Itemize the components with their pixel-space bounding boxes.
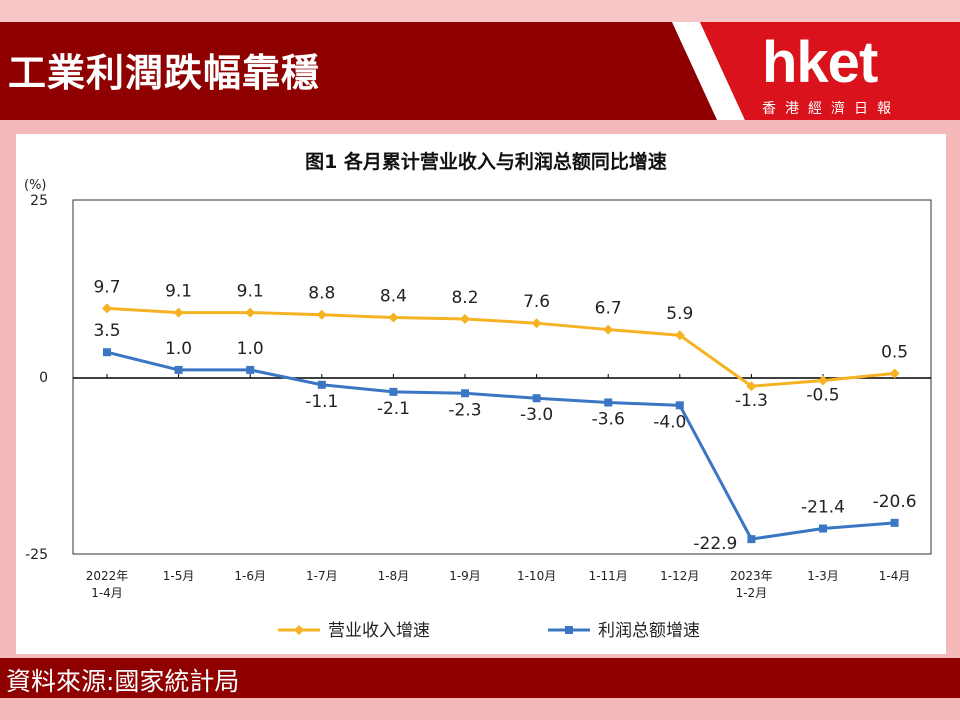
x-tick-label: 1-6月: [234, 569, 266, 583]
profit-point: [890, 518, 899, 527]
series-line-profit: [106, 350, 895, 541]
data-label: 9.1: [237, 282, 264, 302]
data-label: -0.5: [806, 386, 839, 406]
y-unit-label: (%): [24, 178, 47, 193]
data-label: -2.3: [448, 400, 481, 420]
y-tick-label: -25: [25, 547, 48, 563]
data-label: 1.0: [237, 339, 264, 359]
x-tick-label: 1-11月: [589, 569, 628, 583]
legend-marker: [294, 625, 304, 635]
data-label: -22.9: [693, 534, 737, 554]
revenue-point: [388, 312, 399, 323]
data-label: 8.8: [308, 284, 335, 304]
chart-svg: 图1 各月累计营业收入与利润总额同比增速 (%) 25 0 -25 2022年 1-4…: [24, 150, 932, 641]
data-label: -1.3: [735, 391, 768, 411]
x-tick-label: 1-10月: [517, 569, 556, 583]
data-label: -4.0: [653, 412, 686, 432]
revenue-point: [316, 309, 327, 320]
profit-point: [747, 535, 756, 544]
plot-frame: [72, 199, 932, 555]
profit-point: [317, 380, 326, 389]
page-title: 工業利潤跌幅靠穩: [8, 51, 321, 95]
data-label: 1.0: [165, 339, 192, 359]
profit-point: [675, 401, 684, 410]
chart-title: 图1 各月累计营业收入与利润总额同比增速: [305, 150, 667, 173]
data-label: -3.0: [520, 405, 553, 425]
profit-point: [389, 387, 398, 396]
chart-panel: 图1 各月累计营业收入与利润总额同比增速 (%) 25 0 -25 2022年 1-4…: [16, 134, 946, 654]
data-label: 7.6: [523, 292, 550, 312]
revenue-point: [173, 307, 184, 318]
revenue-point: [818, 375, 828, 386]
data-label: 5.9: [666, 304, 693, 324]
y-tick-label: 0: [39, 370, 48, 386]
legend-marker: [565, 626, 573, 634]
data-label: 3.5: [93, 321, 120, 341]
revenue-point: [531, 318, 542, 329]
hket-logo: hket: [762, 30, 878, 95]
profit-point: [819, 524, 827, 533]
x-tick-label: 1-7月: [306, 569, 338, 583]
profit-point: [174, 365, 183, 374]
data-label: -1.1: [305, 392, 338, 412]
revenue-point: [746, 381, 757, 392]
data-label: 6.7: [595, 299, 622, 319]
x-tick-label: 1-5月: [163, 569, 195, 583]
legend-label: 利润总额增速: [598, 621, 700, 641]
x-tick-label: 1-12月: [660, 569, 699, 583]
x-tick-label: 1-9月: [449, 569, 481, 583]
x-tick-label: 1-8月: [378, 569, 410, 583]
revenue-point: [674, 330, 685, 341]
profit-point: [103, 348, 111, 357]
series-line-revenue: [106, 306, 895, 388]
data-label: 8.4: [380, 287, 407, 307]
x-tick-label: 1-4月: [879, 569, 911, 583]
separator: [0, 120, 960, 130]
data-label: -3.6: [592, 409, 625, 429]
data-label: -21.4: [801, 498, 845, 518]
profit-point: [246, 365, 255, 374]
data-label: 0.5: [881, 342, 908, 362]
data-label: 9.1: [165, 282, 192, 302]
legend-label: 营业收入增速: [328, 621, 430, 641]
header-bar: 工業利潤跌幅靠穩 hket 香港經濟日報: [0, 22, 960, 120]
revenue-point: [245, 307, 256, 318]
profit-point: [532, 394, 541, 403]
data-label: 8.2: [451, 288, 478, 308]
profit-point: [604, 398, 613, 407]
footer-bar: 資料來源:國家統計局: [0, 658, 960, 698]
x-tick-label: 1-3月: [807, 569, 839, 583]
data-label: -2.1: [377, 399, 410, 419]
source-note: 資料來源:國家統計局: [6, 667, 240, 696]
revenue-point: [102, 303, 112, 314]
revenue-point: [603, 324, 614, 335]
x-tick-label: 1-4月: [91, 586, 123, 600]
revenue-point: [889, 368, 900, 379]
x-tick-label: 2022年: [86, 569, 129, 583]
revenue-point: [460, 313, 470, 324]
logo-subtitle: 香港經濟日報: [762, 101, 900, 117]
x-tick-label: 1-2月: [736, 586, 768, 600]
x-tick-label: 2023年: [730, 569, 773, 583]
profit-point: [461, 389, 469, 398]
bottom-band: [0, 698, 960, 720]
data-label: -20.6: [873, 492, 917, 512]
y-tick-label: 25: [30, 193, 48, 209]
top-band: [0, 0, 960, 22]
logo-backdrop: [672, 22, 960, 120]
data-label: 9.7: [93, 277, 120, 297]
